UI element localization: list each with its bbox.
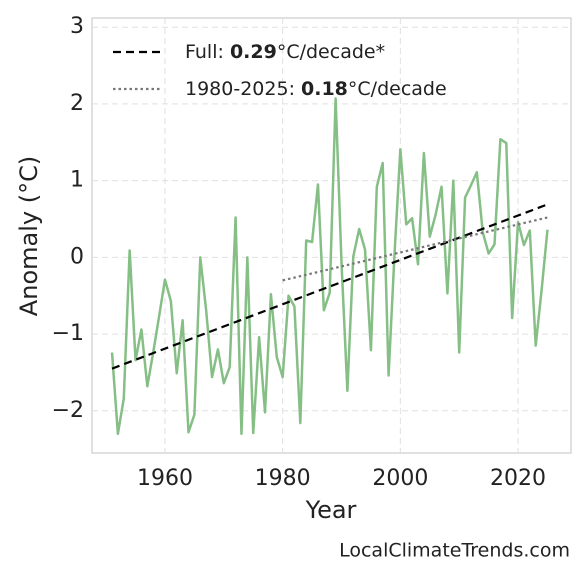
x-tick-label: 2020 [490,466,546,491]
legend-suffix: °C/decade* [277,41,385,63]
data-line [110,97,549,436]
trend-line [282,216,548,282]
y-tick-label: −2 [52,398,84,423]
y-tick-label: 1 [70,168,84,193]
legend-label: 1980-2025: 0.18°C/decade [185,78,447,100]
y-tick-label: 0 [70,244,84,269]
legend-prefix: Full: [185,41,230,63]
legend-label: Full: 0.29°C/decade* [185,41,385,63]
x-tick-label: 1980 [255,466,311,491]
legend-prefix: 1980-2025: [185,78,301,100]
legend-suffix: °C/decade [348,78,447,100]
y-tick-label: 3 [70,14,84,39]
y-axis-label: Anomaly (°C) [15,156,43,316]
legend-slope: 0.29 [230,41,277,63]
y-tick-label: −1 [52,321,84,346]
x-tick-label: 2000 [372,466,428,491]
plot-frame [91,17,572,454]
legend-slope: 0.18 [301,78,348,100]
x-axis-label: Year [305,496,357,524]
y-tick-label: 2 [70,91,84,116]
x-tick-label: 1960 [137,466,193,491]
watermark: LocalClimateTrends.com [339,540,570,562]
